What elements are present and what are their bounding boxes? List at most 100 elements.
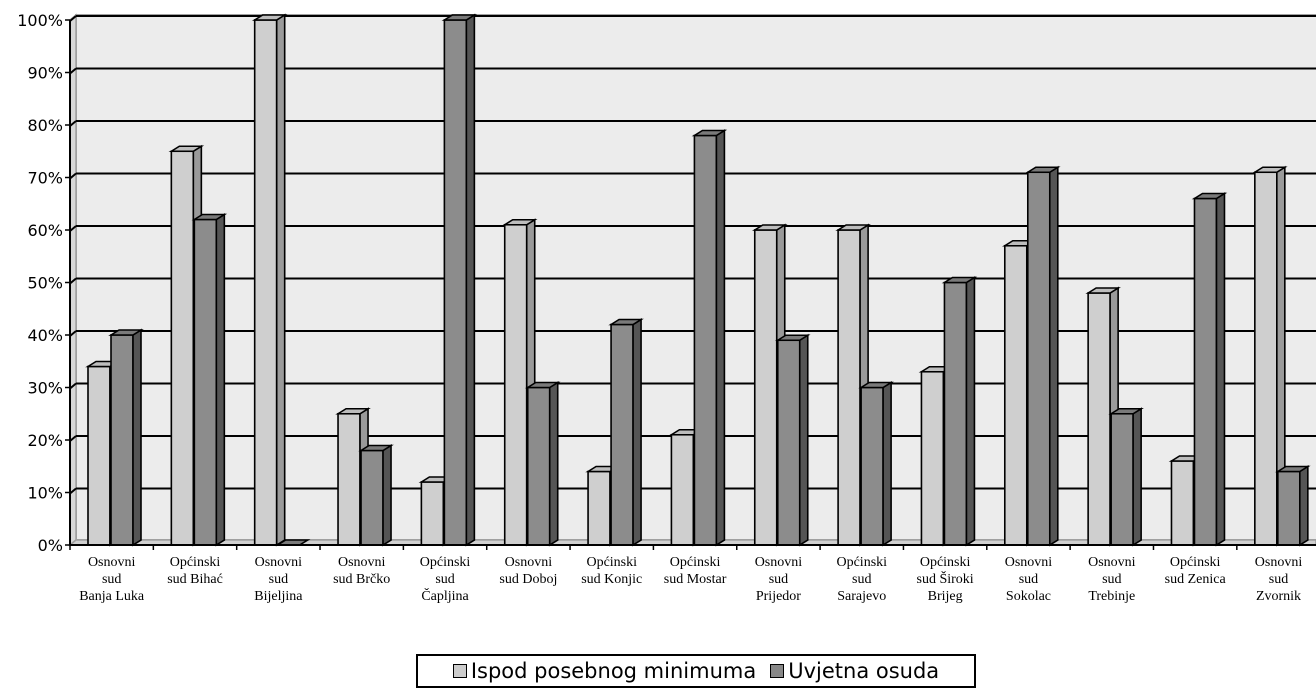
y-tick-label: 40% (27, 326, 63, 345)
bar-face (776, 339, 801, 546)
legend-swatch-series-1 (452, 664, 467, 678)
x-tick-label: Općinski sud Široki Brijeg (917, 555, 974, 604)
y-tick-label: 30% (27, 379, 63, 398)
bar-series-2-cat-10 (858, 381, 894, 547)
bar-face (1003, 244, 1028, 546)
bar-side (465, 13, 476, 547)
x-tick-label: Osnovni sud Banja Luka (79, 555, 145, 604)
x-tick-label: Osnovni sud Sokolac (1005, 555, 1053, 604)
bar-series-2-cat-2 (191, 213, 228, 547)
bar-series-2-cat-4 (358, 444, 394, 547)
bar-face (1170, 460, 1195, 546)
bar-chart: 0% 10% 20% 30% 40% 50% 60% 70% 80% 90% 100% Osnovn… (17, 11, 1316, 604)
bar-top (858, 381, 894, 389)
bar-face (670, 433, 695, 546)
bar-face (1110, 412, 1134, 546)
bar-face (943, 281, 968, 546)
legend-item-series-2: Uvjetna osuda (770, 659, 939, 683)
bar-series-2-cat-1 (108, 328, 144, 547)
bar-series-2-cat-9 (774, 333, 811, 547)
bar-face (420, 481, 445, 546)
legend-item-series-1: Ispod posebnog minimuma (452, 659, 757, 683)
bar-side (132, 328, 142, 547)
bar-side (1299, 465, 1309, 547)
bar-top (1024, 166, 1061, 174)
y-tick-label: 100% (17, 11, 63, 30)
x-tick-label: Općinski sud Konjic (581, 555, 642, 587)
bar-top (1275, 465, 1311, 473)
bar-face (1254, 171, 1278, 546)
bar-top (191, 213, 228, 221)
y-tick-label: 0% (38, 536, 63, 555)
y-tick-label: 20% (27, 431, 63, 450)
bar-top (941, 276, 978, 284)
bar-face (110, 334, 134, 546)
y-tick-label: 90% (27, 64, 63, 83)
bar-face (193, 218, 218, 546)
legend-label-series-1: Ispod posebnog minimuma (470, 659, 757, 683)
bar-face (1193, 197, 1218, 546)
bar-face (360, 449, 384, 546)
x-axis: Osnovni sud Banja Luka Općinski sud Bihać Osn… (69, 544, 1316, 604)
bar-face (253, 19, 278, 546)
bar-side (882, 381, 892, 547)
bar-face (920, 370, 945, 546)
bar-face (610, 323, 634, 546)
bar-side (1048, 165, 1059, 547)
bar-side (548, 381, 559, 547)
bar-top (608, 318, 644, 326)
bar-face (503, 223, 528, 546)
bar-face (170, 150, 195, 546)
x-tick-label: Osnovni sud Trebinje (1088, 555, 1136, 604)
bar-series-2-cat-6 (524, 381, 561, 547)
y-tick-label: 60% (27, 221, 63, 240)
bar-side (1132, 407, 1142, 547)
bar-top (1252, 166, 1288, 174)
x-tick-label: Općinski sud Sarajevo (836, 555, 887, 604)
bar-side (798, 333, 809, 547)
bar-side (215, 213, 226, 547)
bar-side (715, 129, 726, 547)
bar-face (693, 134, 718, 546)
bar-top (1191, 192, 1228, 200)
legend-swatch-series-2 (770, 664, 785, 678)
bar-top (751, 224, 788, 231)
bar-face (337, 412, 361, 546)
y-tick-label: 70% (27, 169, 63, 188)
x-tick-label: Općinski sud Čapljina (420, 555, 471, 604)
bar-top (835, 224, 871, 231)
bar-face (1026, 171, 1051, 546)
bar-face (860, 386, 884, 546)
bar-series-1-cat-3 (251, 13, 288, 547)
bar-series-2-cat-7 (608, 318, 644, 547)
bar-series-2-cat-12 (1024, 165, 1061, 547)
legend-label-series-2: Uvjetna osuda (788, 659, 940, 683)
bar-top (524, 381, 561, 389)
y-axis: 0% 10% 20% 30% 40% 50% 60% 70% 80% 90% 100% (17, 11, 71, 555)
bar-top (691, 129, 728, 137)
y-tick-label: 10% (27, 484, 63, 503)
bar-face (87, 365, 111, 546)
x-tick-label: Općinski sud Mostar (664, 555, 727, 587)
bar-series-2-cat-14 (1191, 192, 1228, 547)
bar-series-2-cat-11 (941, 276, 978, 547)
bar-top (1085, 287, 1121, 294)
bar-series-2-cat-13 (1108, 407, 1144, 547)
bar-face (443, 19, 468, 546)
x-tick-label: Osnovni sud Doboj (499, 555, 557, 587)
bar-top (335, 407, 371, 415)
x-tick-label: Osnovni sud Prijedor (755, 555, 803, 604)
bar-side (382, 444, 392, 547)
bar-face (1277, 470, 1301, 546)
x-tick-label: Općinski sud Zenica (1165, 555, 1227, 587)
y-tick-label: 50% (27, 274, 63, 293)
bar-face (526, 386, 551, 546)
bar-side (965, 276, 976, 547)
bar-series-2-cat-8 (691, 129, 728, 547)
bar-top (501, 218, 538, 226)
bar-top (168, 145, 205, 153)
bar-series-2-cat-15 (1275, 465, 1311, 547)
x-tick-label: Osnovni sud Zvornik (1255, 555, 1303, 604)
x-tick-label: Osnovni sud Brčko (333, 555, 390, 587)
bar-top (108, 329, 144, 336)
